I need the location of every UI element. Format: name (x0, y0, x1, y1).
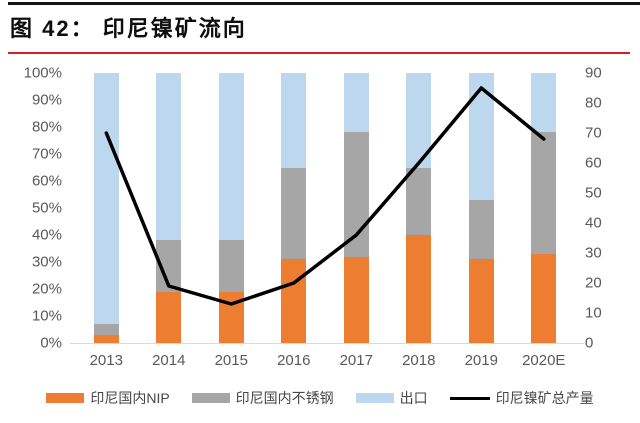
bar-slot-2014 (138, 73, 201, 343)
right-value-axis: 0 10 20 30 40 50 60 70 80 90 (585, 65, 635, 352)
bar-segment-nip-2020E (531, 253, 557, 343)
x-axis-label-2013: 2013 (89, 352, 123, 369)
bar-segment-nip-2017 (343, 256, 369, 343)
x-axis-label-2018: 2018 (402, 352, 436, 369)
left-axis-tick: 0% (40, 334, 62, 352)
bar-segment-stainless-2016 (281, 167, 307, 260)
right-axis-tick: 40 (585, 214, 602, 232)
right-axis-tick: 70 (585, 124, 602, 142)
left-axis-tick: 100% (23, 64, 62, 82)
figure-title: 图 42： 印尼镍矿流向 (10, 16, 247, 41)
x-axis-label-2016: 2016 (277, 352, 311, 369)
stacked-bars (75, 73, 575, 343)
nickel-flow-chart: 0% 10% 20% 30% 40% 50% 60% 70% 80% 90% 100% 0 10 20 3… (0, 60, 640, 423)
legend-item-export: 出口 (355, 388, 428, 408)
x-axis-label-2020E: 2020E (522, 352, 566, 369)
bar-segment-stainless-2018 (406, 167, 432, 235)
legend-swatch-stainless (191, 393, 230, 403)
stacked-bar-2020E (531, 73, 557, 343)
bar-segment-stainless-2013 (93, 324, 119, 335)
title-underline-rule (8, 52, 630, 54)
bar-segment-export-2015 (218, 73, 244, 241)
stacked-bar-2015 (218, 73, 244, 343)
bar-segment-export-2020E (531, 73, 557, 133)
chart-legend: 印尼国内NIP 印尼国内不锈钢 出口 印尼镍矿总产量 (0, 388, 640, 408)
legend-swatch-export (355, 393, 394, 403)
legend-label-export: 出口 (399, 390, 428, 406)
left-axis-tick: 20% (31, 280, 62, 298)
total-production-line-layer (104, 86, 546, 306)
x-axis-label-2017: 2017 (339, 352, 373, 369)
bar-slot-2013 (75, 73, 138, 343)
legend-label-total: 印尼镍矿总产量 (495, 390, 594, 406)
bar-slot-2017 (325, 73, 388, 343)
legend-item-total: 印尼镍矿总产量 (449, 388, 594, 408)
bar-segment-stainless-2015 (218, 240, 244, 292)
legend-label-stainless: 印尼国内不锈钢 (235, 390, 334, 406)
left-axis-tick: 60% (31, 172, 62, 190)
bar-segment-nip-2013 (93, 334, 119, 343)
bar-segment-nip-2014 (156, 291, 182, 343)
x-axis-label-2014: 2014 (152, 352, 186, 369)
legend-item-stainless: 印尼国内不锈钢 (191, 388, 334, 408)
left-axis-tick: 70% (31, 145, 62, 163)
bar-slot-2015 (200, 73, 263, 343)
bar-slot-2018 (388, 73, 451, 343)
left-axis-tick: 80% (31, 118, 62, 136)
bar-segment-nip-2016 (281, 259, 307, 343)
bar-segment-export-2014 (156, 73, 182, 241)
plot-area (75, 73, 575, 343)
x-axis-label-2015: 2015 (214, 352, 248, 369)
left-percent-axis: 0% 10% 20% 30% 40% 50% 60% 70% 80% 90% 100% (0, 65, 62, 352)
left-axis-tick: 50% (31, 199, 62, 217)
right-axis-tick: 60 (585, 154, 602, 172)
legend-item-nip: 印尼国内NIP (46, 388, 170, 408)
bar-segment-export-2017 (343, 73, 369, 133)
bar-segment-stainless-2019 (468, 199, 494, 260)
bar-segment-stainless-2020E (531, 132, 557, 254)
right-axis-tick: 50 (585, 184, 602, 202)
right-axis-tick: 10 (585, 304, 602, 322)
right-axis-tick: 0 (585, 334, 594, 352)
right-axis-tick: 90 (585, 64, 602, 82)
x-axis-baseline (70, 343, 584, 344)
right-axis-tick: 20 (585, 274, 602, 292)
stacked-bar-2017 (343, 73, 369, 343)
legend-swatch-total (449, 396, 490, 400)
bar-slot-2019 (450, 73, 513, 343)
stacked-bar-2013 (93, 73, 119, 343)
bar-slot-2020E (513, 73, 576, 343)
x-axis-labels: 2013 2014 2015 2016 2017 2018 2019 2020E (75, 352, 575, 369)
bar-slot-2016 (263, 73, 326, 343)
x-axis-label-2019: 2019 (464, 352, 498, 369)
bar-segment-export-2016 (281, 73, 307, 168)
right-axis-tick: 30 (585, 244, 602, 262)
stacked-bar-2014 (156, 73, 182, 343)
total-production-line (104, 86, 546, 306)
top-border-rule (8, 2, 640, 5)
right-axis-tick: 80 (585, 94, 602, 112)
left-axis-tick: 30% (31, 253, 62, 271)
stacked-bar-2018 (406, 73, 432, 343)
left-axis-tick: 40% (31, 226, 62, 244)
left-axis-tick: 90% (31, 91, 62, 109)
bar-segment-nip-2018 (406, 235, 432, 343)
left-axis-tick: 10% (31, 307, 62, 325)
stacked-bar-2019 (468, 73, 494, 343)
bar-segment-export-2013 (93, 73, 119, 325)
legend-swatch-nip (46, 393, 85, 403)
bar-segment-nip-2019 (468, 259, 494, 343)
legend-label-nip: 印尼国内NIP (90, 390, 170, 406)
stacked-bar-2016 (281, 73, 307, 343)
